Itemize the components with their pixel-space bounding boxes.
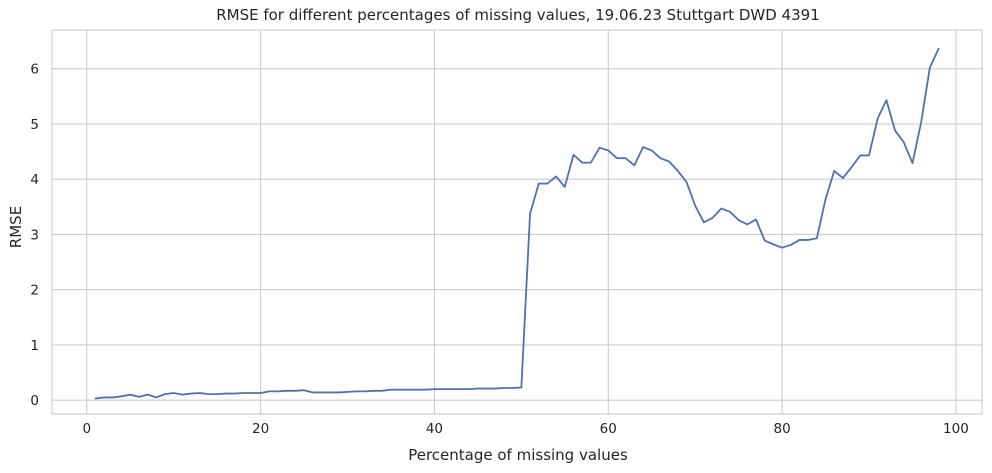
x-axis-ticks: 0 20 40 60 80 100 [82,421,968,437]
data-series [94,47,940,400]
plot-area-frame [51,29,983,415]
x-tick-label: 20 [252,421,269,437]
x-tick-label: 40 [426,421,443,437]
x-tick-label: 60 [600,421,617,437]
grid-lines [52,30,982,414]
y-tick-label: 6 [30,62,39,78]
x-axis-label: Percentage of missing values [408,446,628,464]
y-tick-label: 0 [30,393,39,409]
y-tick-label: 1 [30,338,39,354]
y-tick-label: 2 [30,283,39,299]
x-tick-label: 100 [943,421,969,437]
y-axis-label: RMSE [7,206,25,248]
x-tick-label: 0 [82,421,91,437]
y-tick-label: 3 [30,227,39,243]
y-axis-ticks: 0 1 2 3 4 5 6 [30,62,39,410]
rmse-series-line [94,47,940,400]
chart-title: RMSE for different percentages of missin… [216,6,820,24]
x-tick-label: 80 [773,421,790,437]
y-tick-label: 4 [30,172,39,188]
y-tick-label: 5 [30,117,39,133]
